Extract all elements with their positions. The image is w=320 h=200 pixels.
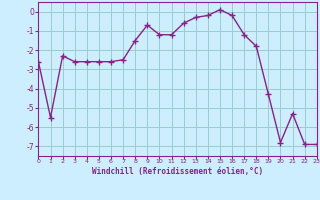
- X-axis label: Windchill (Refroidissement éolien,°C): Windchill (Refroidissement éolien,°C): [92, 167, 263, 176]
